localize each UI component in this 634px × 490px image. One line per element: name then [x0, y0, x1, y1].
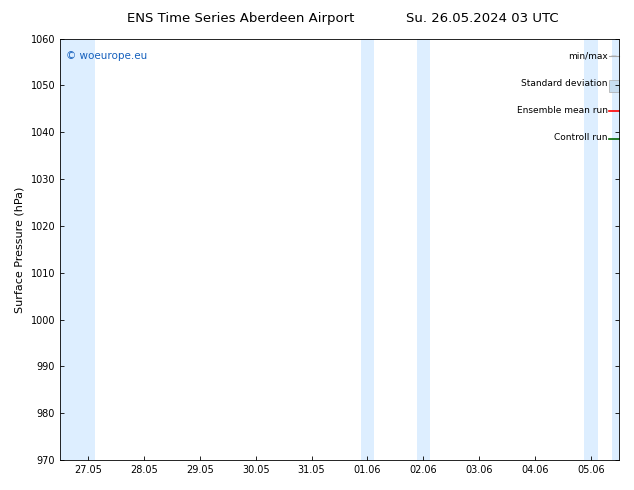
Bar [60, 39, 94, 460]
Text: Su. 26.05.2024 03 UTC: Su. 26.05.2024 03 UTC [406, 12, 558, 25]
Bar [361, 39, 374, 460]
Text: ENS Time Series Aberdeen Airport: ENS Time Series Aberdeen Airport [127, 12, 354, 25]
Bar [612, 39, 619, 460]
FancyBboxPatch shape [609, 80, 619, 92]
Text: Controll run: Controll run [554, 133, 608, 143]
Text: Standard deviation: Standard deviation [521, 79, 608, 88]
Text: Ensemble mean run: Ensemble mean run [517, 106, 608, 115]
Y-axis label: Surface Pressure (hPa): Surface Pressure (hPa) [15, 186, 25, 313]
Bar [417, 39, 430, 460]
Text: © woeurope.eu: © woeurope.eu [66, 51, 147, 61]
Text: min/max: min/max [568, 51, 608, 60]
Bar [585, 39, 598, 460]
